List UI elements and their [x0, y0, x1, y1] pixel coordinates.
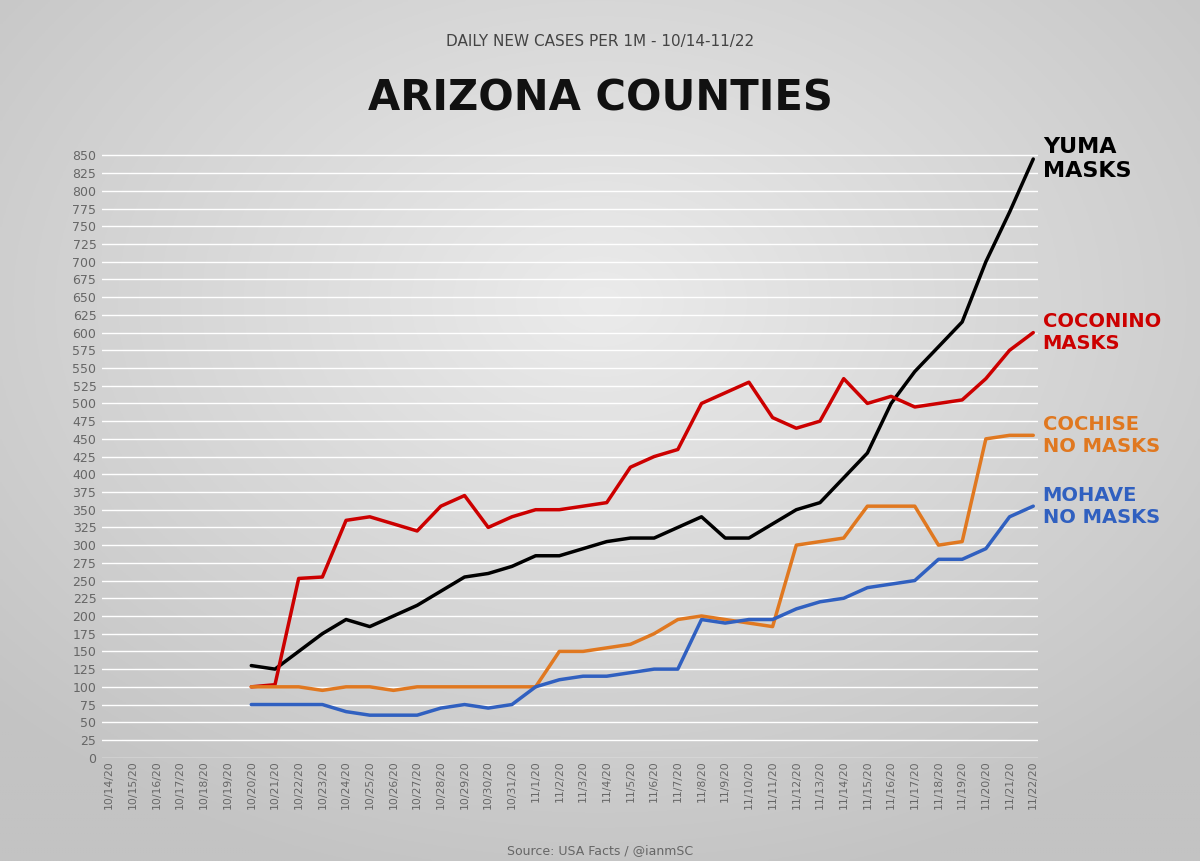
Text: MOHAVE
NO MASKS: MOHAVE NO MASKS: [1043, 486, 1160, 527]
Text: COCONINO
MASKS: COCONINO MASKS: [1043, 312, 1160, 353]
Text: DAILY NEW CASES PER 1M - 10/14-11/22: DAILY NEW CASES PER 1M - 10/14-11/22: [446, 34, 754, 49]
Text: Source: USA Facts / @ianmSC: Source: USA Facts / @ianmSC: [506, 844, 694, 857]
Text: COCHISE
NO MASKS: COCHISE NO MASKS: [1043, 415, 1160, 455]
Text: ARIZONA COUNTIES: ARIZONA COUNTIES: [367, 77, 833, 120]
Text: YUMA
MASKS: YUMA MASKS: [1043, 138, 1132, 181]
